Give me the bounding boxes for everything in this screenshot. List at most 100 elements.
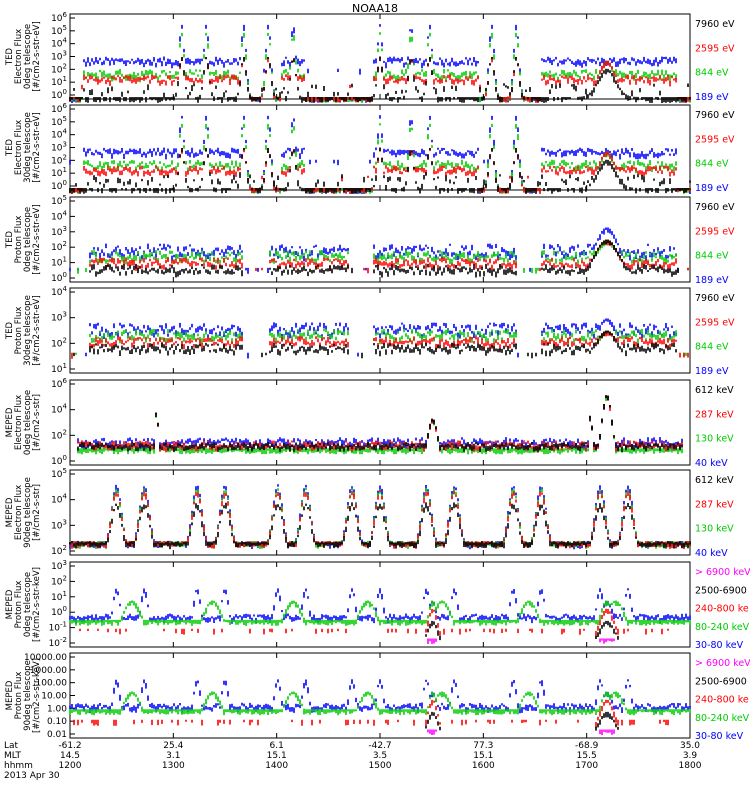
panel-1-series-black	[69, 56, 691, 103]
panel-2-legend-entry: 844 eV	[695, 159, 729, 170]
panel-7-legend-entry: 240-800 ke	[695, 604, 749, 615]
panel-3-ytick-label: 105	[51, 194, 67, 207]
panel-7-series-red	[79, 608, 669, 637]
panel-8-ytick-label: 1000.00	[30, 666, 67, 676]
panel-6-frame	[69, 469, 691, 556]
panel-2-ylabel: [#/cm2-s-str-eV]	[32, 112, 42, 182]
panel-2-ytick-label: 101	[51, 166, 67, 179]
panel-7-ytick-label: 101	[51, 590, 67, 603]
panel-8-legend-entry: 240-800 ke	[695, 695, 749, 706]
panel-3-legend-entry: 7960 eV	[695, 202, 735, 213]
panel-1-series-green	[69, 32, 691, 103]
panel-6-series-black	[69, 502, 691, 550]
panel-7-legend-entry: 30-80 keV	[695, 640, 744, 651]
panel-2-ytick-label: 103	[51, 141, 67, 154]
panel-6-legend-entry: 287 keV	[695, 499, 734, 510]
panel-7-ylabel: Proton Flux	[14, 581, 24, 629]
xtick-lat-label: 25.4	[163, 741, 183, 751]
panel-8-ylabel: 90deg telescope	[23, 660, 33, 731]
panel-7-series-blue	[69, 588, 691, 624]
panel-6-series-red	[69, 490, 691, 549]
xtick-mlt-label: 3.5	[373, 751, 387, 761]
panel-3-series-black	[89, 239, 679, 278]
panel-8-legend-entry: 80-240 keV	[695, 713, 750, 724]
panel-8-series-green	[69, 691, 691, 716]
xtick-mlt-label: 15.5	[577, 751, 597, 761]
panel-3-ytick-label: 104	[51, 209, 67, 222]
panel-3-ylabel: 0deg telescope	[23, 207, 33, 272]
panel-4-ytick-label: 103	[51, 311, 67, 324]
panel-7-legend-entry: 2500-6900	[695, 585, 747, 596]
panel-7-ytick-label: 10-2	[49, 636, 67, 649]
xtick-mlt-label: 15.1	[267, 751, 287, 761]
xtick-time-label: 1200	[59, 761, 82, 771]
panel-2-ytick-label: 102	[51, 153, 67, 166]
panel-7-ylabel: MEPED	[5, 589, 15, 619]
panel-5-legend-entry: 612 keV	[695, 385, 734, 396]
panel-3-legend-entry: 2595 eV	[695, 226, 735, 237]
panel-2-series-blue	[69, 115, 691, 194]
panel-2-legend-entry: 7960 eV	[695, 110, 735, 121]
panel-4-legend-entry: 7960 eV	[695, 293, 735, 304]
panel-4-ylabel: TED	[5, 321, 15, 340]
panel-1-ytick-label: 104	[51, 37, 67, 50]
xtick-lat-label: 35.0	[680, 741, 700, 751]
xtick-mlt-label: 3.1	[166, 751, 180, 761]
panel-1-ytick-label: 106	[51, 11, 67, 24]
panel-1-ylabel: [#/cm2-s-str-eV]	[32, 21, 42, 91]
panel-5-ytick-label: 104	[51, 403, 67, 416]
panel-8-frame	[69, 652, 691, 739]
panel-8-series-black	[425, 711, 619, 731]
xtick-lat-label: -68.9	[575, 741, 599, 751]
panel-8-ytick-label: 10000.00	[24, 653, 67, 663]
panel-1-legend-entry: 844 eV	[695, 68, 729, 79]
panel-6-series-blue	[69, 484, 691, 550]
panel-8-legend-entry: > 6900 keV	[695, 658, 750, 669]
panel-4-ylabel: 30deg telescope	[23, 295, 33, 366]
panel-7-series-black	[425, 620, 619, 641]
panel-8-ytick-label: 0.01	[47, 730, 67, 740]
panel-3-ylabel: [#/cm2-s-str-eV]	[32, 204, 42, 274]
panel-2-legend-entry: 189 eV	[695, 183, 729, 194]
panel-8-ytick-label: 10.00	[41, 692, 67, 702]
panel-3-ylabel: TED	[5, 230, 15, 249]
chart-title: NOAA18	[351, 2, 399, 15]
panel-5-frame	[69, 379, 691, 466]
panel-6-ylabel: [#/cm2-s-str]	[32, 484, 42, 541]
panel-1-ytick-label: 101	[51, 75, 67, 88]
panel-4-series-green	[75, 328, 687, 357]
panel-2-ylabel: Electron Flux	[14, 120, 24, 175]
xtick-mlt-label: 15.1	[473, 751, 493, 761]
panel-7-series-magenta	[427, 638, 615, 644]
panel-6-ylabel: MEPED	[5, 497, 15, 527]
panel-5-ytick-label: 106	[51, 377, 67, 390]
panel-4-series-black	[73, 330, 677, 359]
panel-7-legend-entry: > 6900 keV	[695, 567, 750, 578]
xtick-mlt-label: 14.5	[60, 751, 80, 761]
panel-3-ylabel: Proton Flux	[14, 216, 24, 264]
panel-1-ytick-label: 102	[51, 62, 67, 75]
panel-1-series-blue	[69, 24, 691, 103]
panel-5-legend-entry: 40 keV	[695, 458, 728, 469]
panel-7-series-green	[69, 600, 691, 626]
panel-4-ytick-label: 104	[51, 285, 67, 298]
panel-4-ytick-label: 101	[51, 362, 67, 375]
xtick-time-label: 1400	[265, 761, 288, 771]
date-label: 2013 Apr 30	[4, 771, 60, 781]
panel-4-ylabel: Proton Flux	[14, 307, 24, 355]
panel-7-ytick-label: 100	[51, 605, 67, 618]
panel-4-frame	[69, 287, 691, 374]
panel-8-ylabel: Proton Flux	[14, 672, 24, 720]
panel-1-ytick-label: 103	[51, 50, 67, 63]
xtick-time-label: 1300	[162, 761, 185, 771]
panel-2-ylabel: TED	[5, 138, 15, 157]
panel-7-legend-entry: 80-240 keV	[695, 622, 750, 633]
panel-6-legend-entry: 130 keV	[695, 524, 734, 535]
panel-7-ylabel: 0deg telescope	[23, 572, 33, 637]
xtick-lat-label: 6.1	[270, 741, 284, 751]
panel-1-legend-entry: 2595 eV	[695, 43, 735, 54]
panel-1-ylabel: 0deg telescope	[23, 24, 33, 89]
panel-8-series-magenta	[427, 729, 615, 735]
panel-4-ytick-label: 102	[51, 336, 67, 349]
